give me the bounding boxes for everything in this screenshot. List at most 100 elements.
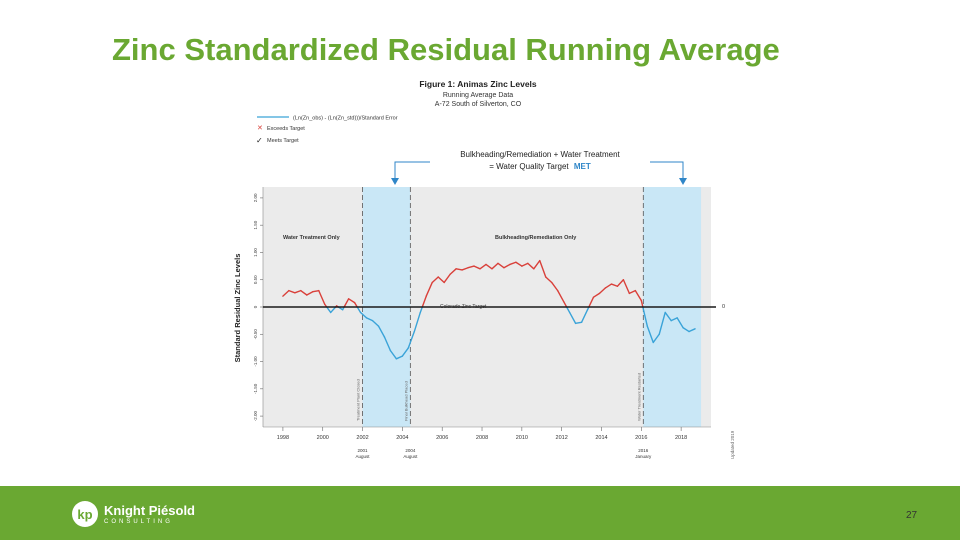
banner-met-highlight: MET [574, 162, 591, 171]
y-tick-label-9: -2.00 [253, 410, 258, 421]
series-1-segment-52-2 [588, 296, 595, 308]
banner-line-2: = Water Quality Target MET [489, 162, 591, 171]
series-1-segment-44-1 [539, 259, 547, 278]
y-tick-label-4: 0.50 [253, 275, 258, 284]
series-1-segment-28-1 [443, 273, 451, 284]
banner-right-arrow [650, 161, 684, 182]
y-tick-label-7: -1.00 [253, 356, 258, 367]
series-1-segment-12-1 [347, 298, 356, 304]
series-1-segment-40-1 [515, 261, 523, 267]
series-1-segment-35-1 [485, 263, 493, 270]
logo-text: Knight Piésold CONSULTING [104, 504, 195, 525]
chart-title: Figure 1: Animas Zinc Levels [419, 79, 537, 89]
series-1-segment-68-1 [682, 327, 690, 333]
banner-left-arrowhead [391, 178, 399, 185]
event-label-year-3: 2016 [638, 448, 649, 453]
series-1-segment-14-1 [359, 311, 368, 319]
x-tick-label-8: 2012 [556, 435, 568, 441]
banner-line-2-prefix: = Water Quality Target [489, 162, 569, 171]
banner-right-arrowhead [679, 178, 687, 185]
banner-line-1: Bulkheading/Remediation + Water Treatmen… [460, 150, 620, 159]
legend-exceeds-icon: ✕ [257, 125, 263, 132]
event-note-3: Water Treatment Restarted [636, 373, 641, 421]
y-tick-label-8: -1.50 [253, 383, 258, 394]
legend-line-label: (Ln(Zn_obs) - (Ln(Zn_std)))/Standard Err… [293, 116, 398, 122]
series-1-segment-13-1 [353, 301, 358, 308]
x-tick-label-11: 2018 [675, 435, 687, 441]
event-label-year-2: 2004 [405, 448, 416, 453]
phase-1-annotation: Water Treatment Only [283, 235, 341, 241]
series-1-segment-6-1 [312, 289, 320, 293]
series-1-segment-38-1 [503, 263, 511, 269]
series-1-segment-43-1 [533, 259, 541, 270]
series-1-segment-26-1 [431, 276, 439, 284]
event-note-2: Final Bulkhead Placed [403, 381, 408, 421]
series-1-segment-3-1 [294, 289, 302, 294]
series-1-segment-20-1 [395, 355, 404, 360]
series-1-segment-50-1 [574, 321, 583, 325]
series-1-segment-41-1 [521, 262, 529, 267]
series-1-segment-39-1 [509, 261, 517, 266]
series-1-segment-48-2 [565, 306, 571, 314]
y-axis-label: Standard Residual Zinc Levels [233, 254, 242, 363]
series-1-segment-69-1 [688, 328, 696, 333]
series-1-segment-24-1 [419, 306, 423, 314]
series-1-segment-16-1 [371, 319, 380, 327]
series-1-segment-32-1 [467, 265, 475, 269]
series-1-segment-63-1 [652, 333, 660, 344]
slide-title: Zinc Standardized Residual Running Avera… [112, 32, 780, 67]
x-tick-label-1: 1998 [277, 435, 289, 441]
chart-subtitle-1: Running Average Data [443, 92, 513, 99]
series-1-segment-64-1 [658, 311, 666, 335]
series-1-segment-25-1 [425, 281, 433, 297]
series-1-segment-18-1 [383, 336, 392, 352]
series-1-segment-34-1 [479, 263, 487, 270]
footer-bar: kp Knight Piésold CONSULTING 27 [0, 486, 960, 540]
series-1-segment-49-1 [568, 311, 577, 325]
chart-banner: Bulkheading/Remediation + Water Treatmen… [391, 150, 687, 185]
series-1-segment-24-2 [421, 295, 427, 308]
chart-legend: (Ln(Zn_obs) - (Ln(Zn_std)))/Standard Err… [256, 116, 398, 146]
series-1-segment-46-1 [551, 281, 559, 292]
series-1-segment-33-1 [473, 265, 481, 270]
logo-name: Knight Piésold [104, 502, 195, 518]
series-1-segment-57-1 [616, 279, 625, 287]
series-1-segment-13-2 [356, 306, 362, 314]
event-label-month-1: August [356, 454, 371, 459]
series-1-segment-61-1 [640, 299, 644, 308]
legend-meets-label: Meets Target [267, 138, 299, 144]
phase-2-annotation: Bulkheading/Remediation Only [495, 235, 577, 241]
series-1-segment-2-1 [288, 289, 296, 294]
series-1-segment-22-1 [407, 330, 416, 349]
company-logo[interactable]: kp Knight Piésold CONSULTING [72, 501, 195, 527]
series-1-segment-42-1 [527, 262, 535, 270]
series-1-segment-30-1 [455, 268, 463, 271]
series-1-segment-4-1 [300, 289, 308, 296]
legend-meets-icon: ✓ [256, 136, 263, 145]
plot-area: 2.00 1.50 1.00 0.50 0 -0.50 -1.00 -1.50 -2.00 19… [253, 187, 725, 441]
series-1-segment-62-1 [646, 325, 654, 344]
series-1-segment-58-1 [622, 279, 631, 295]
zinc-chart: Figure 1: Animas Zinc Levels Running Ave… [233, 79, 735, 459]
series-1-segment-54-1 [598, 287, 607, 295]
series-1-segment-36-1 [491, 262, 499, 270]
x-tick-label-5: 2006 [436, 435, 448, 441]
target-label: Colorado Zinc Target [440, 304, 487, 310]
event-note-1: Treatment Plant Closed [356, 379, 361, 421]
x-tick-label-9: 2014 [595, 435, 607, 441]
y-tick-label-1: 2.00 [253, 193, 258, 202]
series-1-segment-11-2 [343, 298, 350, 308]
x-tick-label-10: 2016 [635, 435, 647, 441]
series-1-segment-5-1 [306, 291, 314, 296]
series-1-segment-21-1 [401, 347, 410, 357]
chart-header: Figure 1: Animas Zinc Levels Running Ave… [419, 79, 537, 108]
series-1-segment-60-1 [634, 289, 643, 302]
series-1-segment-51-1 [580, 309, 589, 323]
page-number: 27 [906, 510, 918, 521]
chart-subtitle-2: A-72 South of Silverton, CO [435, 101, 522, 108]
event-label-year-1: 2001 [358, 448, 369, 453]
series-1-segment-56-1 [610, 283, 619, 287]
banner-left-arrow [394, 161, 430, 182]
series-1-segment-66-1 [670, 317, 678, 322]
legend-exceeds-label: Exceeds Target [267, 126, 305, 132]
